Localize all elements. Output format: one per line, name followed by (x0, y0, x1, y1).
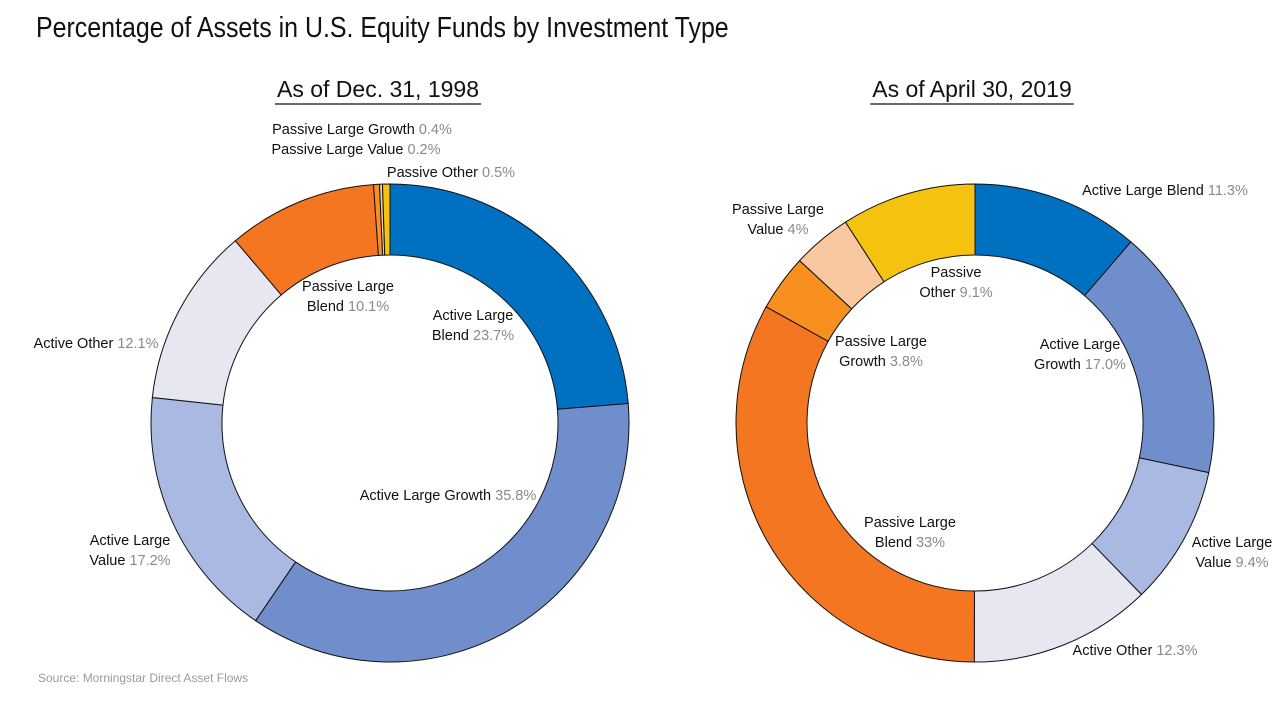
slice-active-large-value (150, 396, 297, 622)
chart-title: Percentage of Assets in U.S. Equity Fund… (36, 12, 729, 44)
slice-active-large-growth (254, 402, 630, 663)
label-active-other: Active Other 12.1% (34, 336, 159, 352)
label-active-large-blend: Active Large Blend 11.3% (1082, 183, 1248, 199)
donut-chart-1: As of Dec. 31, 1998 Active Large Blend 23.… (34, 76, 630, 663)
label-active-large-value: Active Large Value 9.4% (1192, 535, 1273, 571)
label-active-other: Active Other 12.3% (1073, 643, 1198, 659)
label-passive-large-growth: Passive Large Growth 3.8% (835, 334, 927, 370)
label-active-large-blend: Active Large Blend 23.7% (432, 308, 514, 344)
label-passive-large-value: Passive Large Value 0.2% (271, 142, 440, 158)
chart-subtitle: As of Dec. 31, 1998 (277, 76, 479, 102)
label-active-large-growth: Active Large Growth 17.0% (1034, 337, 1126, 373)
chart-subtitle: As of April 30, 2019 (872, 76, 1071, 102)
label-passive-large-blend: Passive Large Blend 10.1% (302, 279, 394, 315)
label-passive-large-growth: Passive Large Growth 0.4% (272, 122, 452, 138)
donut-chart-2: As of April 30, 2019 Active Large Blend 1… (732, 76, 1273, 663)
label-passive-large-blend: Passive Large Blend 33% (864, 515, 956, 551)
label-passive-other: Passive Other 9.1% (919, 265, 992, 301)
slice-active-large-blend (389, 183, 629, 410)
source-note: Source: Morningstar Direct Asset Flows (38, 671, 249, 685)
label-passive-other: Passive Other 0.5% (387, 165, 515, 181)
label-active-large-growth: Active Large Growth 35.8% (360, 488, 537, 504)
label-active-large-value: Active Large Value 17.2% (89, 533, 170, 569)
label-passive-large-value: Passive Large Value 4% (732, 202, 824, 238)
slice-passive-other (381, 183, 391, 256)
slice-passive-other (844, 183, 976, 283)
slice-passive-large-blend (735, 306, 975, 663)
